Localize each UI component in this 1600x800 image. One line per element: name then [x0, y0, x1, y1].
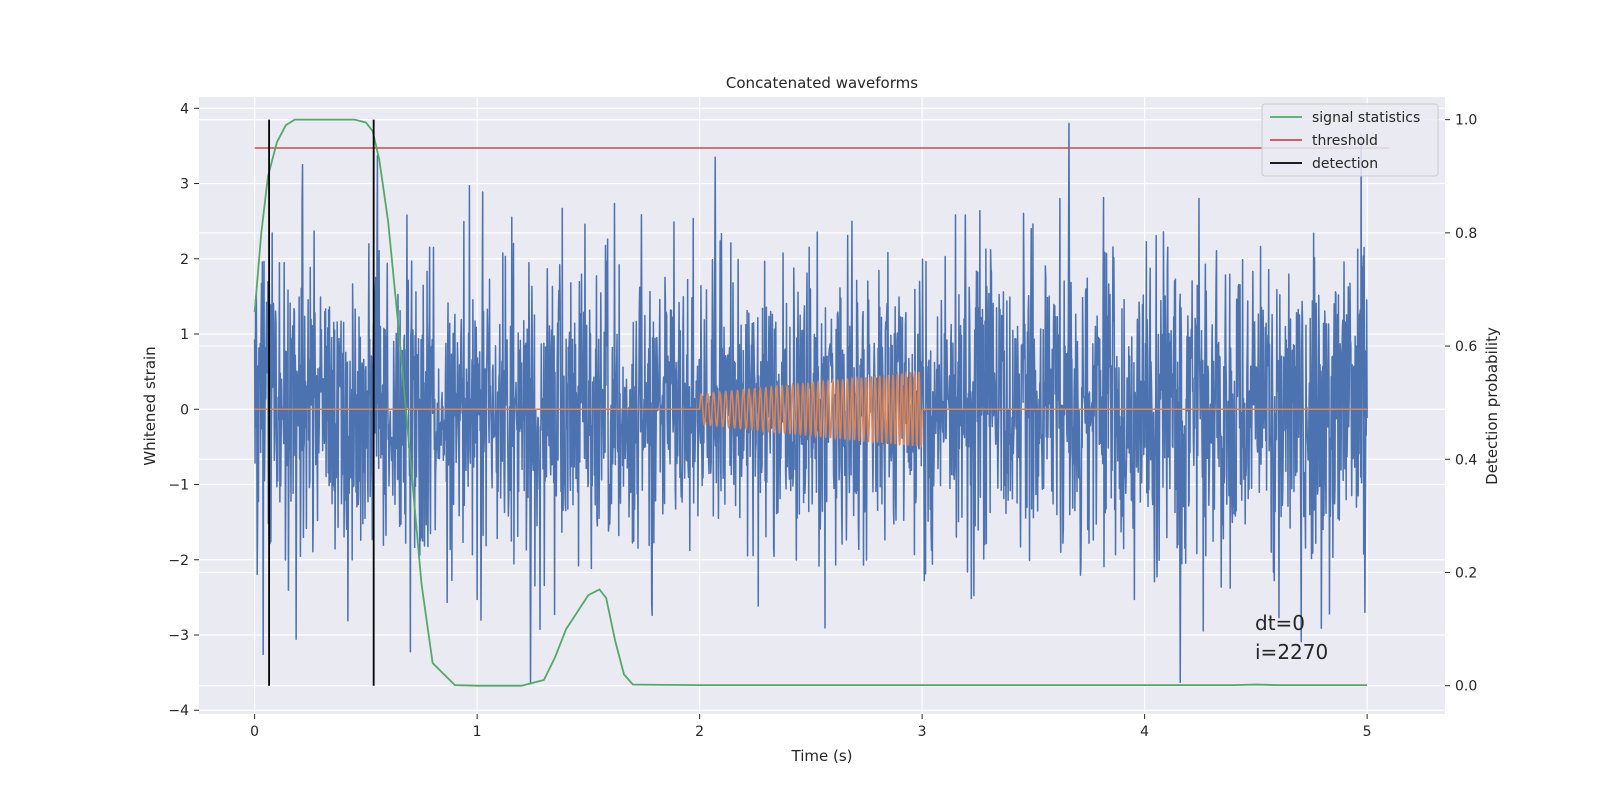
plot-area	[253, 118, 1390, 687]
y-left-tick-label-0: −4	[168, 703, 189, 719]
y-left-tick-label-2: −2	[168, 553, 189, 569]
legend-box	[1261, 103, 1439, 177]
legend-label-threshold: threshold	[1312, 133, 1378, 149]
y-left-tick-label-6: 2	[180, 252, 189, 268]
y-left-tick-label-7: 3	[180, 177, 189, 193]
legend-label-signal-statistics: signal statistics	[1312, 110, 1420, 126]
x-tick-label-0: 0	[250, 724, 259, 740]
y-axis-label-left: Whitened strain	[141, 346, 159, 465]
y-right-tick-label-1: 0.2	[1455, 565, 1477, 581]
legend-label-detection: detection	[1312, 156, 1378, 172]
x-tick-label-3: 3	[918, 724, 927, 740]
series-signal-statistics	[253, 118, 1368, 687]
series-injected-chirp	[254, 369, 1368, 450]
y-axis-label-right: Detection probability	[1483, 327, 1501, 485]
x-tick-label-5: 5	[1363, 724, 1372, 740]
annotation-dt: dt=0	[1255, 611, 1305, 635]
legend: signal statistics threshold detection	[1261, 103, 1439, 177]
y-left-tick-label-8: 4	[180, 101, 189, 117]
x-tick-label-2: 2	[695, 724, 704, 740]
x-tick-label-1: 1	[473, 724, 482, 740]
detections	[268, 119, 375, 686]
y-right-tick-label-2: 0.4	[1455, 452, 1477, 468]
y-right-tick-label-0: 0.0	[1455, 679, 1477, 695]
chart-title: Concatenated waveforms	[726, 74, 918, 92]
x-tick-label-4: 4	[1140, 724, 1149, 740]
y-left-tick-label-3: −1	[168, 478, 189, 494]
y-right-tick-label-4: 0.8	[1455, 226, 1477, 242]
y-left-tick-label-1: −3	[168, 628, 189, 644]
ticks: 0 1 2 3 4 5 −4 −3 −2 −1 0 1 2 3 4 0.0 0.2 0.4 0.6 0.8 1.0	[168, 101, 1477, 740]
y-left-tick-label-4: 0	[180, 402, 189, 418]
y-right-tick-label-5: 1.0	[1455, 113, 1477, 129]
x-axis-label: Time (s)	[791, 747, 853, 765]
y-right-tick-label-3: 0.6	[1455, 339, 1477, 355]
y-left-tick-label-5: 1	[180, 327, 189, 343]
annotation-index: i=2270	[1255, 640, 1328, 664]
